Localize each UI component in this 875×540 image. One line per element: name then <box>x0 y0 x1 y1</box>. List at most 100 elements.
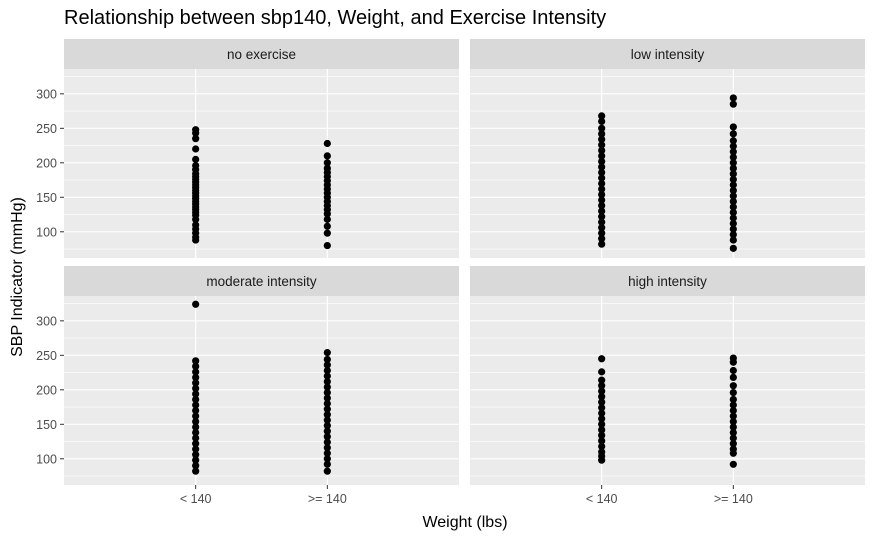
data-point <box>598 135 606 143</box>
data-point <box>323 366 331 375</box>
data-point <box>598 224 606 232</box>
data-point <box>598 190 606 199</box>
data-point <box>598 207 606 215</box>
data-point <box>729 197 737 206</box>
data-point <box>192 434 200 442</box>
data-point <box>192 368 200 376</box>
data-point <box>729 192 737 200</box>
data-point <box>323 229 331 237</box>
data-point <box>192 379 200 387</box>
data-point <box>323 164 331 172</box>
data-point <box>729 153 737 161</box>
data-point <box>729 170 737 178</box>
data-point <box>729 354 737 362</box>
data-point <box>192 161 200 170</box>
data-point <box>598 409 606 417</box>
data-point <box>192 373 200 381</box>
data-point <box>192 401 200 409</box>
data-point <box>323 416 331 424</box>
data-point <box>598 157 606 166</box>
data-point <box>323 348 331 357</box>
data-point <box>192 456 200 464</box>
data-point <box>729 366 737 375</box>
panel-background <box>64 69 459 258</box>
data-point <box>729 159 737 167</box>
data-point <box>598 442 606 450</box>
data-point <box>729 186 737 195</box>
data-point <box>192 384 200 393</box>
data-point <box>192 412 200 420</box>
data-point <box>192 467 200 475</box>
data-point <box>192 300 200 308</box>
data-point <box>323 422 331 430</box>
data-point <box>729 175 737 183</box>
data-point <box>729 236 737 244</box>
data-point <box>323 215 331 223</box>
data-point <box>729 440 737 448</box>
data-point <box>192 145 200 153</box>
facet-panel: high intensity < 140 >= 140 <box>470 266 865 506</box>
x-axis-title: Weight (lbs) <box>422 514 507 531</box>
data-point <box>598 420 606 428</box>
data-point <box>598 174 606 182</box>
facet-strip <box>64 39 459 69</box>
facet-label: no exercise <box>227 47 296 62</box>
data-point <box>598 240 606 248</box>
data-point <box>729 445 737 453</box>
data-point <box>729 94 737 102</box>
data-point <box>323 159 331 167</box>
data-point <box>598 426 606 434</box>
data-point <box>598 213 606 221</box>
data-point <box>323 455 331 463</box>
data-point <box>729 181 737 189</box>
data-point <box>323 400 331 408</box>
data-point <box>598 368 606 376</box>
data-point <box>598 235 606 243</box>
data-point <box>729 214 737 222</box>
data-point <box>729 382 737 390</box>
data-point <box>598 152 606 160</box>
chart-title: Relationship between sbp140, Weight, and… <box>64 7 606 29</box>
data-point <box>323 444 331 452</box>
facet-strip <box>64 266 459 296</box>
data-point <box>192 451 200 459</box>
data-point <box>598 141 606 149</box>
data-point <box>598 437 606 445</box>
facet-panel: moderate intensity 100 150 200 250 300 < 140 >=… <box>36 266 459 506</box>
x-tick-label: < 140 <box>586 492 618 506</box>
y-tick-label: 300 <box>36 314 57 328</box>
data-point <box>598 218 606 226</box>
data-point <box>729 219 737 228</box>
facet-strip <box>470 39 865 69</box>
data-point <box>323 388 331 397</box>
y-tick-label: 200 <box>36 156 57 170</box>
data-point <box>192 155 200 163</box>
data-point <box>598 229 606 237</box>
y-tick-label: 100 <box>36 452 57 466</box>
data-point <box>323 361 331 369</box>
facet-panel: low intensity <box>470 39 865 258</box>
data-point <box>729 412 737 420</box>
facet-label: high intensity <box>628 274 707 289</box>
data-point <box>192 221 200 229</box>
data-point <box>323 394 331 402</box>
data-point <box>598 168 606 177</box>
panel-background <box>64 296 459 485</box>
data-point <box>598 387 606 395</box>
data-point <box>323 222 331 230</box>
x-tick-label: < 140 <box>180 492 212 506</box>
data-point <box>729 423 737 431</box>
facet-panel: no exercise 100 150 200 250 300 <box>36 39 459 258</box>
data-point <box>598 393 606 401</box>
data-point <box>192 440 200 448</box>
data-point <box>323 438 331 446</box>
facet-label: low intensity <box>631 47 705 62</box>
data-point <box>323 383 331 391</box>
data-point <box>598 404 606 412</box>
data-point <box>729 406 737 415</box>
data-point <box>598 355 606 363</box>
data-point <box>598 415 606 423</box>
data-point <box>323 355 331 364</box>
data-point <box>598 448 606 456</box>
data-point <box>598 376 606 384</box>
